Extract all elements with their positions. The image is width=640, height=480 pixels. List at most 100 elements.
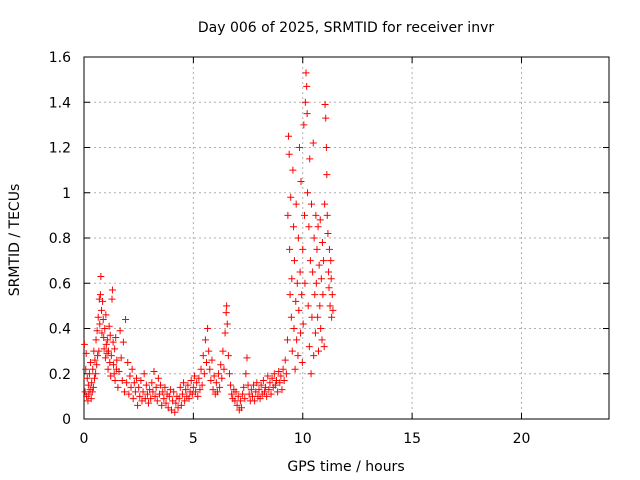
- data-point: [220, 365, 228, 373]
- data-point: [327, 257, 335, 265]
- y-tick-label: 1.4: [49, 95, 71, 111]
- data-point: [239, 390, 247, 398]
- data-point: [111, 377, 119, 385]
- data-point: [197, 365, 205, 373]
- data-point: [152, 383, 160, 391]
- data-point: [133, 374, 140, 382]
- data-point: [105, 322, 113, 330]
- data-point: [279, 365, 287, 373]
- data-point: [82, 349, 90, 357]
- data-point: [92, 336, 100, 344]
- data-point: [294, 352, 302, 360]
- data-point: [288, 275, 296, 283]
- data-point: [310, 234, 318, 242]
- data-point: [111, 345, 119, 353]
- data-point: [296, 268, 304, 276]
- data-point: [107, 352, 115, 360]
- data-point: [129, 395, 137, 403]
- data-point: [199, 352, 207, 360]
- data-point: [177, 401, 185, 409]
- data-point: [289, 166, 297, 174]
- data-point: [240, 383, 248, 391]
- data-point: [102, 340, 110, 348]
- data-point: [194, 392, 202, 400]
- y-tick-label: 0.6: [49, 276, 71, 292]
- data-point: [325, 268, 333, 276]
- data-point: [109, 338, 117, 346]
- data-point: [108, 286, 116, 294]
- data-point: [322, 144, 330, 151]
- data-point: [222, 309, 230, 317]
- data-point: [294, 234, 302, 242]
- data-point: [255, 386, 263, 394]
- data-point: [203, 358, 210, 366]
- data-point: [223, 320, 231, 328]
- data-point: [251, 397, 259, 405]
- y-tick-label: 0.2: [49, 367, 71, 383]
- data-point: [238, 404, 245, 412]
- data-point: [253, 379, 261, 387]
- data-point: [323, 211, 331, 219]
- data-point: [117, 354, 125, 362]
- data-point: [266, 379, 274, 387]
- data-point: [297, 177, 305, 185]
- data-point: [309, 139, 317, 147]
- data-point: [204, 325, 212, 332]
- data-point: [317, 325, 325, 332]
- data-point: [140, 370, 148, 378]
- data-point: [198, 381, 206, 389]
- data-point: [292, 200, 300, 208]
- data-point: [323, 171, 331, 179]
- data-point: [148, 379, 156, 387]
- data-point: [206, 365, 214, 373]
- data-point: [270, 370, 278, 378]
- data-point: [290, 257, 298, 265]
- data-point: [212, 379, 220, 387]
- data-point: [327, 275, 335, 283]
- data-point: [127, 383, 135, 391]
- data-point: [149, 388, 157, 396]
- data-point: [136, 392, 144, 400]
- data-point: [184, 381, 192, 389]
- data-point: [143, 390, 151, 398]
- data-point: [213, 388, 221, 396]
- data-point: [293, 279, 301, 287]
- data-point: [200, 370, 208, 378]
- data-point: [150, 367, 158, 375]
- data-point: [233, 401, 241, 409]
- data-point: [158, 401, 166, 409]
- data-point: [263, 392, 271, 400]
- data-point: [285, 150, 293, 158]
- data-point: [87, 395, 95, 403]
- data-point: [264, 372, 272, 380]
- data-point: [298, 291, 306, 299]
- data-point: [178, 390, 186, 398]
- data-point: [137, 377, 145, 385]
- data-point: [142, 381, 150, 389]
- data-point: [278, 386, 286, 394]
- data-point: [125, 390, 133, 398]
- data-point: [297, 329, 305, 337]
- data-point: [128, 365, 136, 373]
- data-point: [293, 336, 301, 344]
- data-point: [118, 377, 126, 385]
- data-point: [190, 372, 198, 380]
- data-point: [319, 291, 327, 299]
- data-point: [292, 297, 300, 305]
- data-point: [217, 361, 225, 369]
- data-point: [207, 377, 215, 385]
- data-point: [290, 325, 298, 332]
- data-point: [304, 302, 312, 310]
- data-point: [313, 245, 321, 253]
- data-point: [94, 313, 102, 321]
- data-point: [328, 313, 336, 321]
- data-point: [97, 272, 105, 280]
- data-point: [312, 211, 320, 219]
- data-point: [300, 121, 308, 129]
- data-point: [85, 370, 93, 378]
- data-point: [298, 358, 306, 366]
- data-point: [102, 311, 110, 319]
- data-point: [210, 372, 218, 380]
- x-tick-label: 0: [80, 431, 89, 447]
- data-point: [317, 275, 325, 283]
